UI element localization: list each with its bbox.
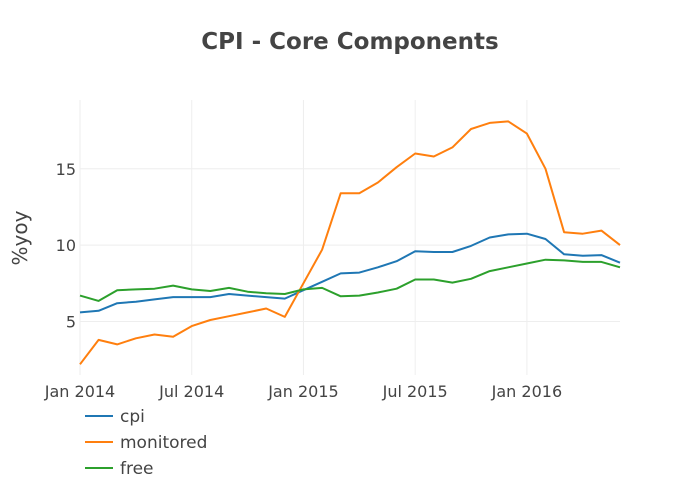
series-lines [79,120,621,365]
legend-label: monitored [120,433,207,453]
y-tick-label: 5 [66,313,76,332]
x-tick-label: Jul 2015 [382,382,448,401]
series-line-free [79,258,621,302]
gridlines [79,100,620,375]
y-axis-label: %yoy [8,210,32,265]
legend-item-free[interactable]: free [85,459,154,479]
y-tick-labels: 5 10 15 [56,160,76,332]
legend-item-monitored[interactable]: monitored [85,433,207,453]
x-tick-labels: Jan 2014 Jul 2014 Jan 2015 Jul 2015 Jan 2016 [44,382,562,401]
legend-label: free [120,459,154,479]
y-tick-label: 15 [56,160,76,179]
x-tick-label: Jul 2014 [158,382,224,401]
x-tick-label: Jan 2014 [44,382,115,401]
x-tick-label: Jan 2016 [491,382,562,401]
legend-item-cpi[interactable]: cpi [85,407,145,427]
chart-title: CPI - Core Components [201,29,498,55]
legend[interactable]: cpi monitored free [85,407,207,479]
series-line-monitored [79,120,621,365]
series-line-cpi [79,232,621,314]
legend-label: cpi [120,407,145,427]
y-tick-label: 10 [56,236,76,255]
x-tick-label: Jan 2015 [267,382,338,401]
